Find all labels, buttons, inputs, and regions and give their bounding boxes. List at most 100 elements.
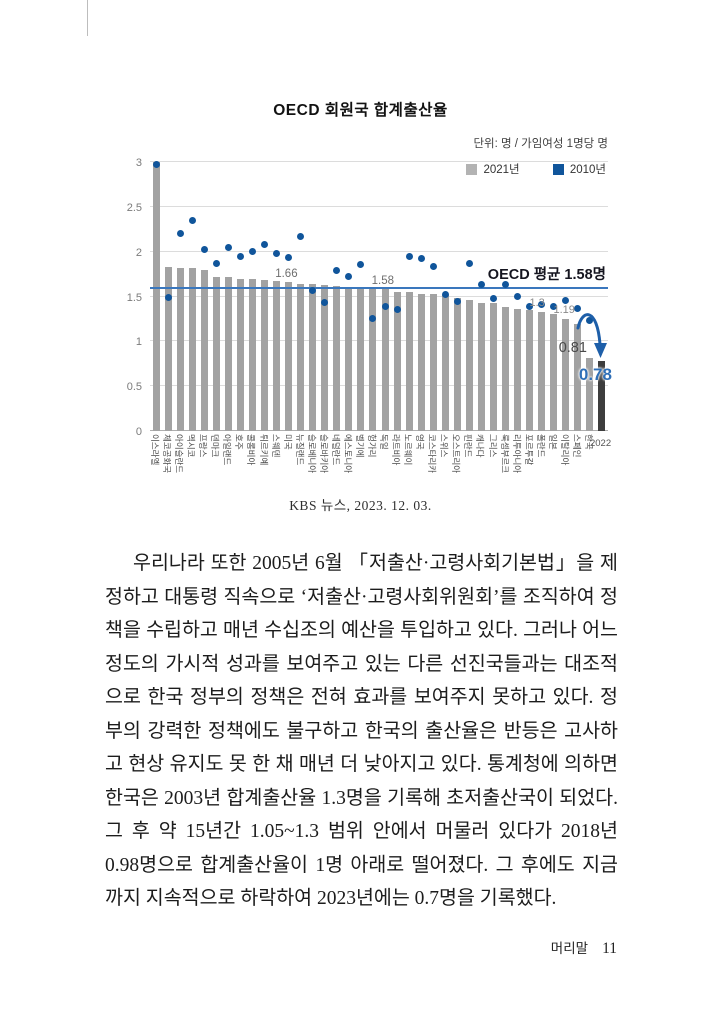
- gridline: [150, 430, 608, 431]
- chart-source: KBS 뉴스, 2023. 12. 03.: [289, 498, 432, 513]
- plot-area: OECD 평균 1.58명 0 0.5 1 1.5 2 2.5 3 이스라엘 체코공화국 아이슬란…: [127, 157, 612, 473]
- dot-2010-캐나다: [477, 281, 485, 289]
- bar-이탈리아: [562, 318, 570, 431]
- dot-2010-벨기에: [357, 260, 365, 268]
- x-axis-label-포르투갈: 포르투갈: [523, 434, 534, 466]
- bar-미국: [285, 282, 293, 431]
- annotation-1.58: 1.58: [371, 275, 395, 288]
- bar-네덜란드: [333, 285, 341, 431]
- bar-뉴질랜드: [297, 283, 305, 431]
- dot-2010-그리스: [490, 294, 497, 302]
- bar-캐나다: [477, 302, 485, 431]
- y-axis-tick-label: 0: [135, 426, 142, 438]
- x-axis-label-그리스: 그리스: [487, 434, 498, 458]
- x-axis-label-캐나다: 캐나다: [475, 434, 486, 458]
- dot-2010-라트비아: [393, 305, 401, 313]
- x-axis-label-튀르키예: 튀르키예: [258, 434, 269, 466]
- bar-영국: [417, 293, 425, 431]
- dot-2010-슬로베니아: [309, 286, 317, 294]
- annotation-1.3: 1.3: [529, 297, 545, 310]
- dot-2010-덴마크: [212, 259, 220, 267]
- chart-unit-label: 단위: 명 / 가임여성 1명당 명: [473, 138, 608, 150]
- x-axis-label-헝가리: 헝가리: [366, 434, 377, 458]
- annotation-1.19: 1.19: [553, 304, 575, 317]
- dot-2010-폴란드: [538, 301, 546, 309]
- x-axis-label-일본: 일본: [547, 434, 558, 450]
- bar-슬로바키아: [321, 284, 329, 431]
- y-axis-tick-label: 3: [135, 157, 142, 169]
- dot-2010-스페인: [574, 304, 582, 312]
- x-axis-label-라트비아: 라트비아: [391, 434, 402, 466]
- dot-2010-튀르키예: [261, 241, 268, 248]
- bar-스웨덴: [273, 281, 281, 431]
- bar-덴마크: [212, 276, 220, 431]
- dot-2010-포르투갈: [526, 302, 534, 310]
- dot-2010-미국: [285, 254, 293, 262]
- bar-리투아니아: [514, 309, 522, 431]
- bar-스위스: [441, 294, 449, 431]
- dot-2010-리투아니아: [514, 293, 522, 300]
- y-axis-tick-label: 1.5: [126, 291, 142, 304]
- bar-콜롬비아: [248, 279, 256, 431]
- dot-2010-헝가리: [369, 315, 377, 323]
- bar-호주: [236, 278, 244, 431]
- bar-포르투갈: [526, 309, 534, 431]
- x-axis-label-스웨덴: 스웨덴: [270, 434, 281, 458]
- x-axis-label-아일랜드: 아일랜드: [222, 434, 233, 466]
- bar-그리스: [490, 302, 497, 431]
- legend-swatch-2021-icon: [466, 163, 478, 175]
- annotation-1.66: 1.66: [275, 268, 298, 281]
- dot-2010-체코공화국: [164, 293, 172, 301]
- dot-2010-이스라엘: [152, 161, 160, 169]
- dot-2010-노르웨이: [405, 252, 413, 260]
- dot-2010-에스토니아: [345, 273, 353, 281]
- dot-2010-룩셈부르크: [502, 281, 510, 289]
- decline-arrow-icon: [576, 313, 607, 358]
- footer-section-label: 머리말: [550, 941, 589, 956]
- x-axis-label-노르웨이: 노르웨이: [403, 434, 414, 466]
- bar-룩셈부르크: [502, 307, 510, 431]
- dot-2010-호주: [236, 252, 244, 260]
- x-axis-label-독일: 독일: [379, 434, 390, 450]
- gridline: [150, 161, 608, 162]
- x-axis-label-스페인: 스페인: [571, 434, 582, 458]
- x-axis-label-미국: 미국: [282, 434, 293, 450]
- dot-2010-스위스: [441, 291, 449, 299]
- oecd-average-label: OECD 평균 1.58명: [487, 267, 606, 284]
- bar-튀르키예: [261, 280, 268, 431]
- x-axis-label-콜롬비아: 콜롬비아: [246, 434, 257, 466]
- x-axis-label-룩셈부르크: 룩셈부르크: [499, 434, 510, 474]
- x-axis-label-에스토니아: 에스토니아: [342, 434, 353, 474]
- crop-mark: [87, 0, 88, 36]
- x-axis-label-이스라엘: 이스라엘: [150, 434, 161, 466]
- bar-아일랜드: [224, 276, 232, 431]
- x-axis-label-아이슬란드: 아이슬란드: [174, 434, 185, 474]
- gridline: [150, 205, 608, 207]
- x-axis-label-덴마크: 덴마크: [210, 434, 221, 458]
- bar-이스라엘: [152, 162, 160, 431]
- bar-독일: [381, 289, 389, 431]
- dot-2010-영국: [417, 255, 425, 263]
- chart-legend: 2021년 2010년: [150, 161, 606, 178]
- dot-2010-아이슬란드: [176, 230, 184, 238]
- y-axis-tick-label: 2.5: [126, 201, 142, 214]
- dot-2010-멕시코: [188, 216, 196, 224]
- x-axis-label-스위스: 스위스: [439, 434, 450, 458]
- oecd-average-line: [150, 287, 608, 290]
- x-axis-label-오스트리아: 오스트리아: [451, 434, 462, 474]
- dot-2010-일본: [550, 302, 558, 310]
- x-axis-label-2022: 2022: [589, 438, 612, 449]
- body-paragraph: 우리나라 또한 2005년 6월 「저출산·고령사회기본법」을 제정하고 대통령…: [105, 553, 618, 909]
- dot-2010-네덜란드: [333, 267, 341, 274]
- bar-라트비아: [393, 292, 401, 431]
- x-axis-label-폴란드: 폴란드: [535, 434, 546, 458]
- dot-2010-프랑스: [200, 246, 208, 254]
- x-axis-label-슬로바키아: 슬로바키아: [318, 434, 329, 474]
- x-axis-label-슬로베니아: 슬로베니아: [306, 434, 317, 474]
- bar-한국: [586, 358, 594, 431]
- dot-2010-콜롬비아: [248, 248, 256, 256]
- x-axis-label-프랑스: 프랑스: [198, 434, 209, 458]
- gridline: [150, 295, 608, 297]
- footer-page-number: 11: [602, 940, 617, 957]
- legend-swatch-2010-icon: [552, 163, 564, 175]
